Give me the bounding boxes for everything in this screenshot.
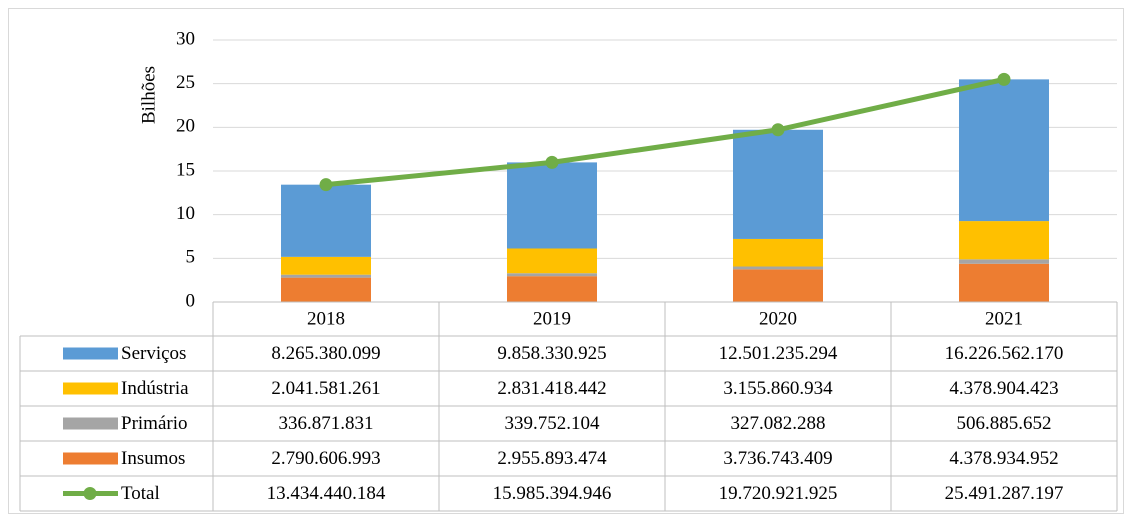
legend-label: Primário [121, 413, 188, 434]
legend-swatch [63, 347, 118, 360]
bar-segment [959, 79, 1049, 222]
table-value: 19.720.921.925 [719, 483, 838, 504]
total-line [325, 76, 1005, 188]
table-value: 13.434.440.184 [267, 483, 386, 504]
legend-label: Total [121, 483, 160, 504]
table-value: 2.831.418.442 [497, 378, 606, 399]
table-value: 339.752.104 [505, 413, 601, 434]
y-tick-label: 10 [176, 203, 195, 224]
table-value: 506.885.652 [957, 413, 1052, 434]
legend-marker [83, 487, 97, 500]
table-value: 3.736.743.409 [723, 448, 832, 469]
y-tick-label: 0 [186, 290, 196, 311]
y-axis-label: Bilhões [138, 66, 159, 124]
legend-swatch [63, 452, 118, 465]
bar-segment [507, 273, 597, 277]
y-tick-label: 30 [176, 28, 195, 49]
table-value: 327.082.288 [731, 413, 826, 434]
table-value: 12.501.235.294 [719, 343, 838, 364]
bar-segment [281, 184, 371, 257]
bar-segment [959, 221, 1049, 260]
table-value: 25.491.287.197 [945, 483, 1064, 504]
bar-segment [281, 256, 371, 275]
table-value: 2.790.606.993 [271, 448, 380, 469]
total-marker [319, 178, 333, 192]
bar-segment [959, 259, 1049, 264]
legend-label: Indústria [121, 378, 189, 399]
total-marker [545, 155, 559, 169]
total-marker [997, 72, 1011, 86]
bar-segment [733, 269, 823, 302]
table-value: 2.955.893.474 [497, 448, 607, 469]
table-value: 15.985.394.946 [493, 483, 612, 504]
table-value: 9.858.330.925 [497, 343, 606, 364]
bar-segment [507, 248, 597, 274]
table-value: 3.155.860.934 [723, 378, 833, 399]
bar-segment [733, 238, 823, 267]
bar-segment [281, 274, 371, 278]
x-tick-label: 2021 [985, 308, 1023, 329]
x-tick-label: 2018 [307, 308, 345, 329]
total-marker [771, 123, 785, 137]
bar-segment [507, 276, 597, 302]
legend-swatch [63, 417, 118, 430]
legend-swatch [63, 382, 118, 395]
legend-label: Insumos [121, 448, 185, 469]
y-tick-label: 20 [176, 116, 195, 137]
bar-segment [733, 266, 823, 270]
x-tick-label: 2019 [533, 308, 571, 329]
bar-segment [733, 129, 823, 239]
bar-segment [507, 162, 597, 249]
bar-segment [281, 277, 371, 302]
y-tick-label: 25 [176, 72, 195, 93]
table-value: 2.041.581.261 [271, 378, 380, 399]
y-tick-label: 5 [186, 247, 196, 268]
y-tick-label: 15 [176, 159, 195, 180]
table-value: 4.378.934.952 [949, 448, 1058, 469]
table-value: 336.871.831 [279, 413, 374, 434]
bar-segment [959, 263, 1049, 302]
table-value: 8.265.380.099 [271, 343, 380, 364]
legend-label: Serviços [121, 343, 186, 364]
x-tick-label: 2020 [759, 308, 797, 329]
chart-border [8, 8, 1124, 514]
table-value: 4.378.904.423 [949, 378, 1058, 399]
table-value: 16.226.562.170 [945, 343, 1064, 364]
